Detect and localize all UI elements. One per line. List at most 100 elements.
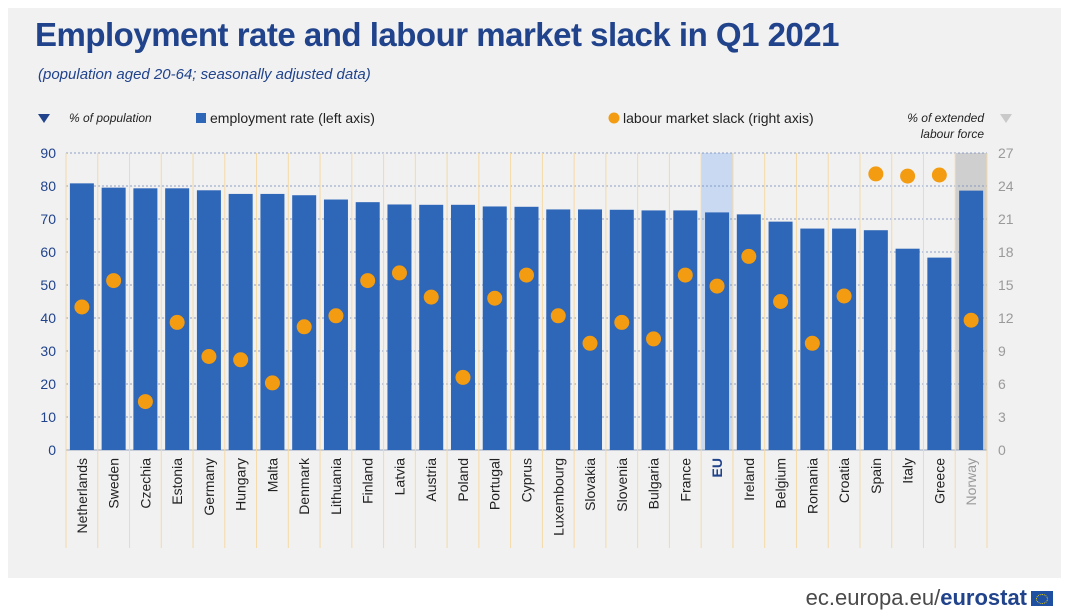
x-tick-label-slovakia: Slovakia — [582, 458, 598, 511]
y-right-tick-label: 15 — [998, 277, 1014, 293]
y-right-tick-label: 24 — [998, 178, 1014, 194]
x-tick-label-austria: Austria — [423, 458, 439, 502]
slack-point-ireland — [741, 248, 757, 264]
bar-eu — [705, 212, 730, 450]
bar-austria — [419, 204, 444, 450]
y-left-tick-label: 10 — [40, 409, 56, 425]
x-tick-label-eu: EU — [709, 458, 725, 477]
slack-point-slovakia — [582, 335, 598, 351]
footer-brand: ec.europa.eu/eurostat — [806, 585, 1053, 611]
y-right-tick-label: 12 — [998, 310, 1014, 326]
chart-svg: 0 10 20 30 40 50 60 70 80 90 0 3 6 9 12 15 18 21 24 27 Net… — [38, 110, 1014, 548]
left-axis-marker-icon — [38, 114, 50, 123]
chart-subtitle: (population aged 20-64; seasonally adjus… — [38, 66, 371, 83]
y-right-tick-label: 6 — [998, 376, 1006, 392]
y-right-tick-label: 21 — [998, 211, 1014, 227]
bar-greece — [927, 257, 952, 450]
x-tick-label-latvia: Latvia — [391, 458, 407, 496]
x-tick-label-malta: Malta — [264, 458, 280, 492]
x-tick-label-cyprus: Cyprus — [519, 458, 535, 502]
legend-employment-swatch — [196, 113, 206, 123]
bar-latvia — [387, 204, 412, 450]
slack-point-greece — [931, 167, 947, 183]
x-tick-label-lithuania: Lithuania — [328, 458, 344, 515]
bar-spain — [863, 230, 888, 450]
legend-slack-swatch — [608, 112, 620, 124]
x-tick-label-norway: Norway — [963, 458, 979, 505]
bar-czechia — [133, 188, 158, 450]
legend-employment-label: employment rate (left axis) — [210, 110, 375, 126]
slack-point-latvia — [391, 265, 407, 281]
y-right-tick-label: 3 — [998, 409, 1006, 425]
bar-bulgaria — [641, 210, 666, 450]
x-tick-label-netherlands: Netherlands — [74, 458, 90, 534]
left-axis-unit-label: % of population — [69, 111, 152, 125]
slack-point-bulgaria — [646, 331, 662, 347]
slack-point-france — [677, 267, 693, 283]
slack-point-spain — [868, 166, 884, 182]
slack-point-cyprus — [519, 267, 534, 283]
y-left-tick-label: 90 — [40, 145, 56, 161]
x-tick-label-ireland: Ireland — [741, 458, 757, 501]
y-left-tick-label: 30 — [40, 343, 56, 359]
x-tick-label-czechia: Czechia — [137, 458, 153, 509]
bar-lithuania — [323, 199, 348, 450]
bar-cyprus — [514, 206, 539, 450]
x-tick-label-greece: Greece — [931, 458, 947, 504]
x-tick-label-spain: Spain — [868, 458, 884, 494]
bar-slovakia — [578, 209, 603, 450]
bar-netherlands — [69, 183, 94, 451]
footer-domain: ec.europa.eu/ — [805, 585, 941, 610]
slack-point-finland — [360, 273, 376, 289]
y-right-tick-label: 18 — [998, 244, 1014, 260]
slack-point-italy — [900, 168, 916, 184]
slack-point-austria — [423, 289, 439, 305]
slack-point-czechia — [137, 394, 153, 410]
bar-malta — [260, 193, 285, 451]
bar-poland — [450, 204, 475, 450]
slack-point-poland — [455, 369, 471, 385]
footer-brand-name: eurostat — [940, 585, 1027, 610]
slack-point-romania — [804, 335, 820, 351]
y-left-tick-label: 50 — [40, 277, 56, 293]
legend-slack-label: labour market slack (right axis) — [623, 110, 814, 126]
bar-italy — [895, 248, 920, 450]
x-tick-label-sweden: Sweden — [106, 458, 122, 509]
bar-germany — [196, 190, 221, 451]
slack-point-germany — [201, 349, 217, 364]
x-tick-label-portugal: Portugal — [487, 458, 503, 510]
x-tick-label-germany: Germany — [201, 458, 217, 516]
right-axis-unit-label-1: % of extended — [907, 111, 984, 125]
x-tick-label-poland: Poland — [455, 458, 471, 502]
y-left-tick-label: 20 — [40, 376, 56, 392]
y-right-tick-label: 0 — [998, 442, 1006, 458]
bar-finland — [355, 202, 380, 450]
slack-point-malta — [264, 375, 280, 391]
x-tick-label-italy: Italy — [900, 458, 916, 484]
x-tick-label-croatia: Croatia — [836, 458, 852, 503]
y-right-tick-label: 27 — [998, 145, 1014, 161]
chart-title: Employment rate and labour market slack … — [35, 16, 840, 53]
x-tick-label-denmark: Denmark — [296, 457, 312, 515]
slack-point-netherlands — [74, 299, 90, 315]
slack-point-croatia — [836, 288, 852, 304]
x-tick-label-romania: Romania — [804, 458, 820, 514]
slack-point-luxembourg — [550, 308, 566, 324]
slack-point-estonia — [169, 314, 185, 330]
y-left-tick-label: 80 — [40, 178, 56, 194]
right-axis-marker-icon — [1000, 114, 1012, 123]
x-tick-label-luxembourg: Luxembourg — [550, 458, 566, 536]
slack-point-norway — [963, 312, 979, 328]
bar-portugal — [482, 206, 507, 450]
slack-point-sweden — [106, 273, 122, 289]
bar-croatia — [832, 228, 857, 450]
y-right-tick-label: 9 — [998, 343, 1006, 359]
bar-belgium — [768, 221, 793, 450]
y-left-tick-label: 40 — [40, 310, 56, 326]
x-tick-label-belgium: Belgium — [773, 458, 789, 509]
x-tick-label-slovenia: Slovenia — [614, 458, 630, 512]
bar-france — [673, 210, 698, 450]
y-left-tick-label: 0 — [48, 442, 56, 458]
x-tick-label-france: France — [677, 458, 693, 502]
slack-point-slovenia — [614, 314, 630, 330]
